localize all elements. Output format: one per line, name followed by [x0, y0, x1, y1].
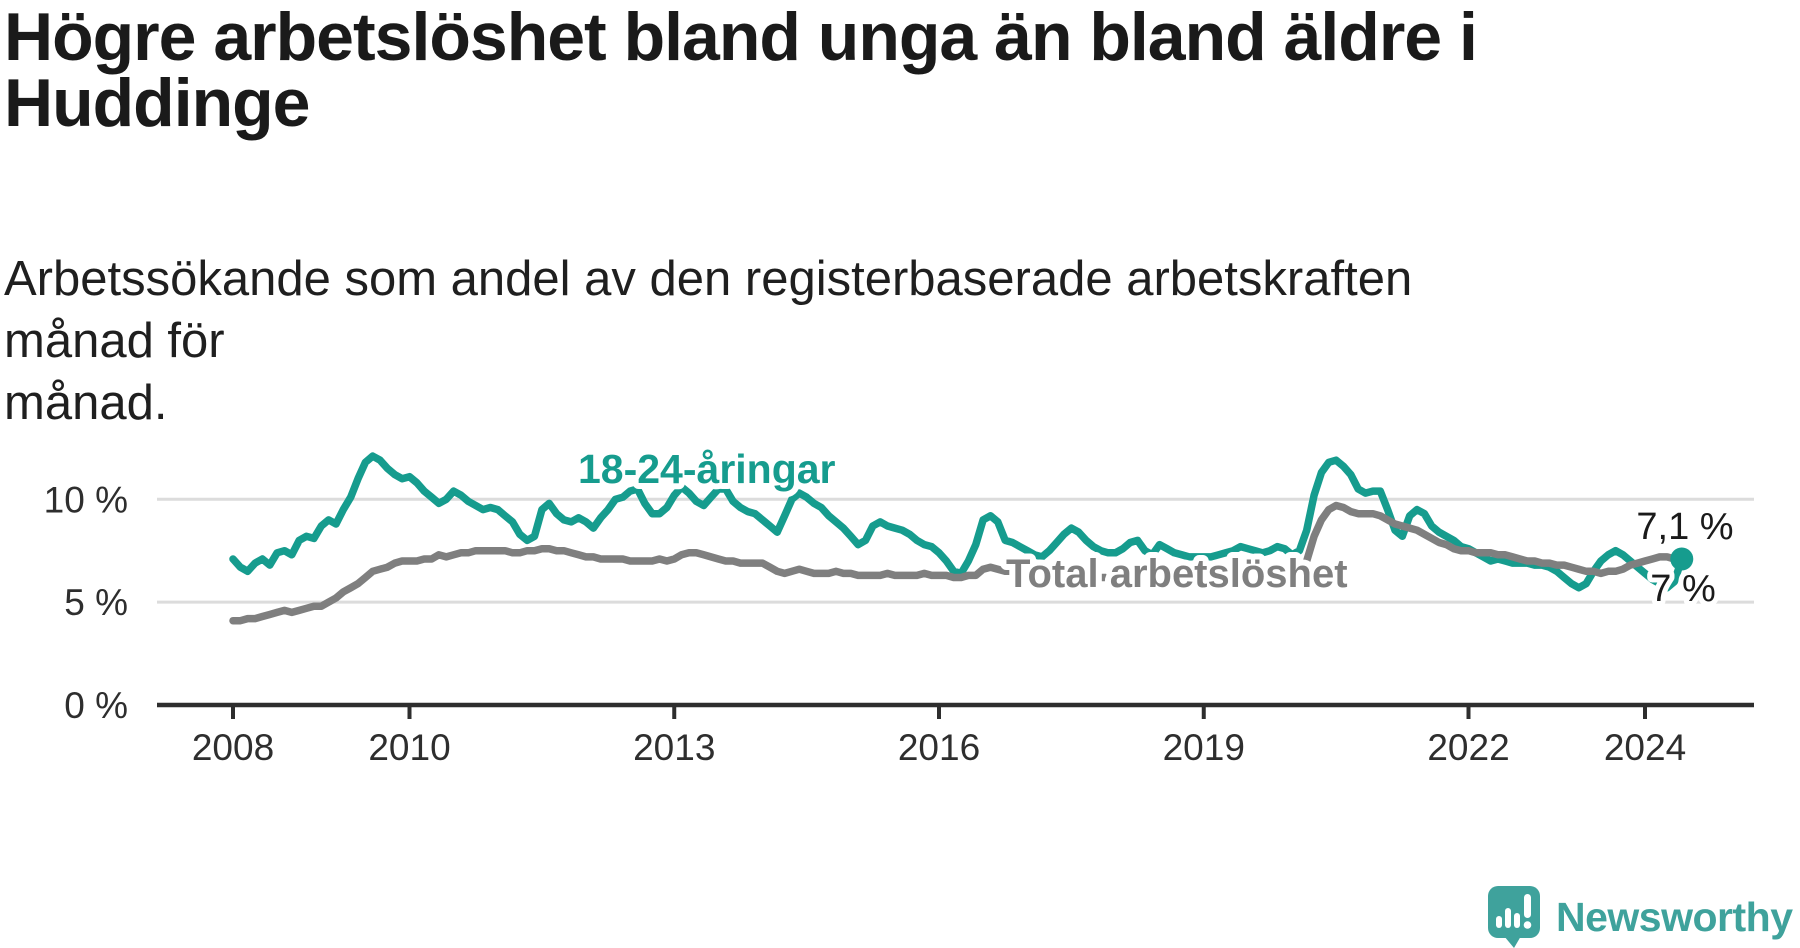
- subtitle-line-2: månad.: [4, 376, 168, 430]
- header: Högre arbetslöshet bland unga än bland ä…: [4, 3, 1774, 137]
- x-tick-label: 2010: [368, 727, 450, 768]
- subtitle-line-1: Arbetssökande som andel av den registerb…: [4, 252, 1413, 368]
- page-title: Högre arbetslöshet bland unga än bland ä…: [4, 3, 1774, 137]
- x-tick-label: 2013: [633, 727, 715, 768]
- newsworthy-logo-icon: [1488, 886, 1540, 948]
- x-tick-label: 2019: [1163, 727, 1245, 768]
- series-label-total: Total arbetslöshet: [1006, 552, 1348, 596]
- x-tick-label: 2016: [898, 727, 980, 768]
- chart-subtitle: Arbetssökande som andel av den registerb…: [4, 248, 1504, 434]
- series-line-youth: [229, 452, 1686, 592]
- end-value-label-youth: 7,1 %: [1636, 506, 1733, 548]
- newsworthy-logo: Newsworthy: [1488, 886, 1793, 948]
- y-tick-label: 0 %: [64, 685, 128, 726]
- newsworthy-wordmark: Newsworthy: [1556, 894, 1793, 940]
- series-line-total: [229, 501, 1686, 625]
- title-line-2: Huddinge: [4, 65, 311, 141]
- x-tick-label: 2008: [192, 727, 274, 768]
- y-tick-label: 5 %: [64, 582, 128, 623]
- x-tick-label: 2022: [1427, 727, 1509, 768]
- latest-point-dot: [1670, 547, 1694, 571]
- end-value-label-total: 7 %: [1650, 568, 1715, 610]
- title-line-1: Högre arbetslöshet bland unga än bland ä…: [4, 0, 1478, 75]
- series-label-youth: 18-24-åringar: [578, 446, 836, 492]
- x-tick-label: 2024: [1604, 727, 1686, 768]
- y-tick-label: 10 %: [44, 479, 128, 520]
